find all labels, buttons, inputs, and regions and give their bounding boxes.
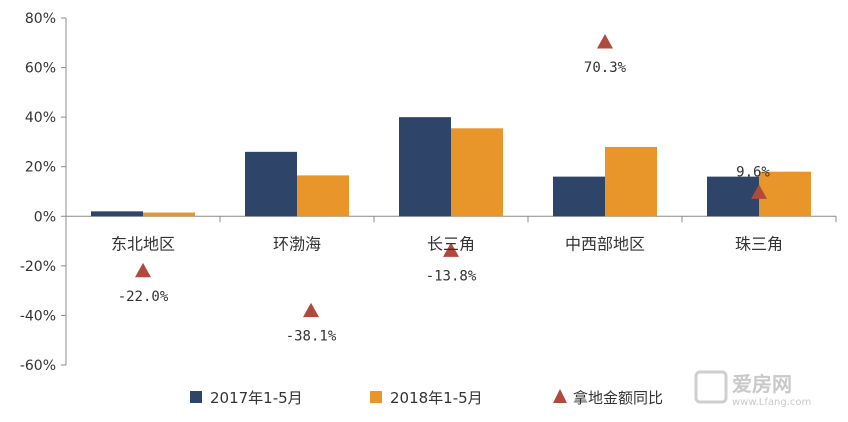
- yoy-data-label: 70.3%: [584, 60, 627, 76]
- markers: -22.0% -38.1% -13.8% 70.3% 9.6%: [118, 34, 770, 345]
- yoy-data-label: -38.1%: [286, 329, 337, 345]
- yoy-data-label: -13.8%: [426, 268, 477, 284]
- yoy-data-label: 9.6%: [736, 164, 770, 180]
- legend-label: 2018年1-5月: [390, 389, 483, 407]
- bar-2018: [759, 171, 811, 217]
- y-tick-label: -60%: [20, 358, 56, 374]
- watermark: 爱房网 www.Lfang.com: [694, 370, 811, 408]
- yoy-data-label: -22.0%: [118, 289, 169, 305]
- y-tick-label: 40%: [25, 110, 56, 126]
- category-labels: 东北地区 环渤海 长三角 中西部地区 珠三角: [111, 234, 783, 253]
- legend-label: 拿地金额同比: [573, 389, 663, 407]
- category-label: 中西部地区: [565, 234, 645, 253]
- yoy-marker: [135, 262, 151, 278]
- bar-2017: [707, 176, 759, 217]
- legend-swatch: [370, 391, 382, 403]
- yoy-marker: [751, 184, 767, 199]
- y-tick-label: 20%: [25, 160, 56, 176]
- bars: [91, 117, 811, 217]
- yoy-marker: [597, 34, 613, 49]
- bar-2018: [143, 212, 195, 217]
- legend: 2017年1-5月 2018年1-5月 拿地金额同比: [190, 389, 663, 407]
- y-tick-labels: 80% 60% 40% 20% 0% -20% -40% -60%: [20, 11, 56, 374]
- bar-2017: [553, 176, 605, 217]
- category-label: 珠三角: [735, 234, 783, 253]
- watermark-name: 爱房网: [732, 372, 792, 396]
- y-tick-label: 0%: [34, 209, 56, 225]
- legend-swatch: [190, 391, 202, 403]
- y-tick-label: 60%: [25, 61, 56, 77]
- watermark-url: www.Lfang.com: [732, 397, 811, 408]
- yoy-marker: [443, 242, 459, 257]
- legend-label: 2017年1-5月: [210, 389, 303, 407]
- category-label: 长三角: [427, 234, 475, 253]
- bar-2018: [605, 146, 657, 217]
- bar-2017: [399, 117, 451, 217]
- bar-2018: [451, 128, 503, 217]
- watermark-logo-icon: [694, 370, 728, 404]
- category-label: 环渤海: [273, 234, 321, 253]
- bar-2018: [297, 175, 349, 217]
- bar-2017: [245, 151, 297, 217]
- y-tick-label: 80%: [25, 11, 56, 27]
- category-label: 东北地区: [111, 234, 175, 253]
- legend-swatch-triangle: [553, 389, 567, 403]
- bar-2017: [91, 211, 143, 217]
- y-tick-label: -20%: [20, 259, 56, 275]
- y-tick-label: -40%: [20, 308, 56, 324]
- yoy-marker: [303, 302, 319, 318]
